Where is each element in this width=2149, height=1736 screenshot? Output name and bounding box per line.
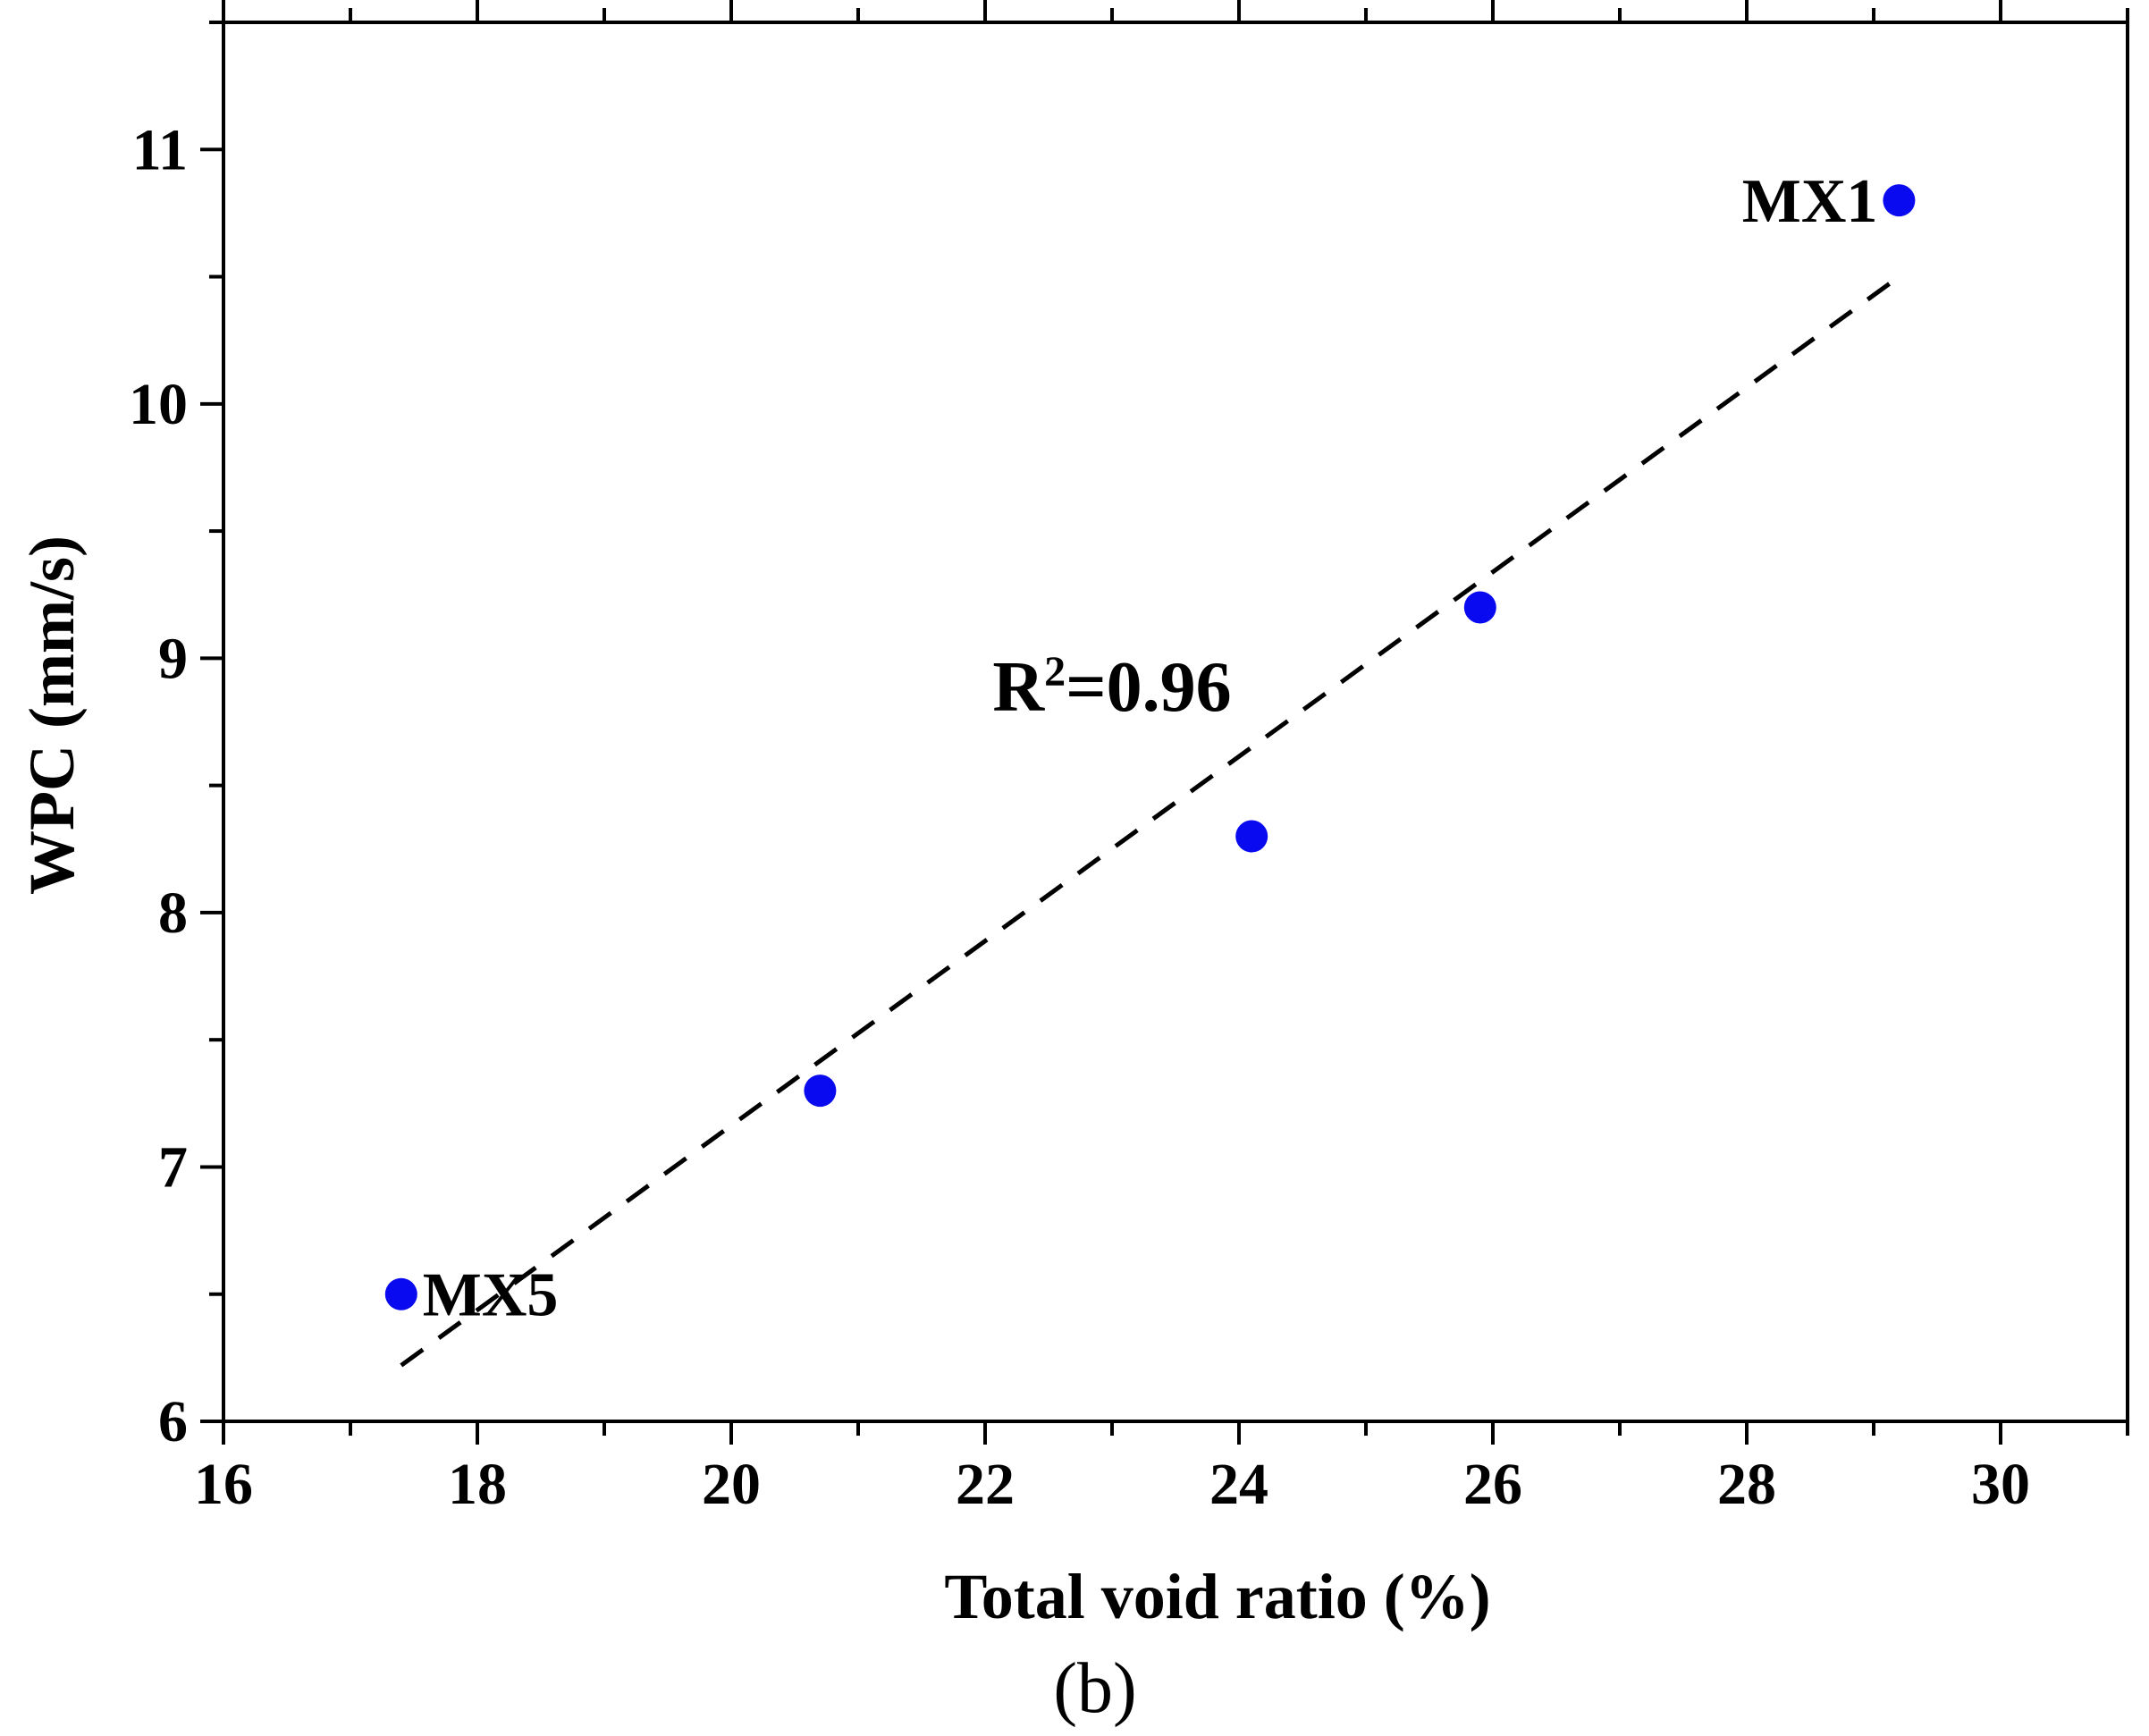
data-point	[1883, 184, 1916, 217]
x-tick-label: 18	[448, 1452, 507, 1517]
y-tick-label: 11	[132, 117, 188, 182]
data-point	[1463, 591, 1496, 624]
data-point	[804, 1074, 837, 1108]
data-points	[384, 184, 1916, 1310]
data-point	[384, 1277, 417, 1310]
data-point	[1235, 820, 1268, 853]
x-tick-label: 24	[1209, 1452, 1268, 1517]
x-tick-label: 26	[1463, 1452, 1522, 1517]
point-annotations: MX1 MX5	[423, 167, 1878, 1330]
y-tick-label: 10	[129, 372, 188, 437]
x-tick-label: 22	[956, 1452, 1015, 1517]
plot-area-frame	[222, 21, 2129, 1423]
r-squared-label: R2=0.96	[992, 648, 1231, 727]
y-tick-label: 6	[158, 1389, 188, 1454]
x-tick-label: 30	[1971, 1452, 2030, 1517]
panel-label: (b)	[1053, 1649, 1136, 1728]
x-tick-labels: 16 18 20 22 24 26 28 30	[194, 1452, 2030, 1517]
y-tick-label: 9	[158, 626, 188, 691]
y-tick-labels: 6 7 8 9 10 11	[129, 117, 188, 1454]
fit-line	[400, 274, 1900, 1368]
y-axis-title: WPC (mm/s)	[16, 535, 88, 895]
axis-ticks	[200, 0, 2129, 1445]
y-tick-label: 8	[158, 881, 188, 946]
x-axis-title: Total void ratio (%)	[944, 1561, 1490, 1632]
x-tick-label: 20	[702, 1452, 761, 1517]
x-tick-label: 28	[1717, 1452, 1776, 1517]
x-tick-label: 16	[194, 1452, 253, 1517]
point-label-mx1: MX1	[1742, 167, 1878, 236]
y-tick-label: 7	[158, 1134, 188, 1200]
point-label-mx5: MX5	[423, 1261, 559, 1330]
